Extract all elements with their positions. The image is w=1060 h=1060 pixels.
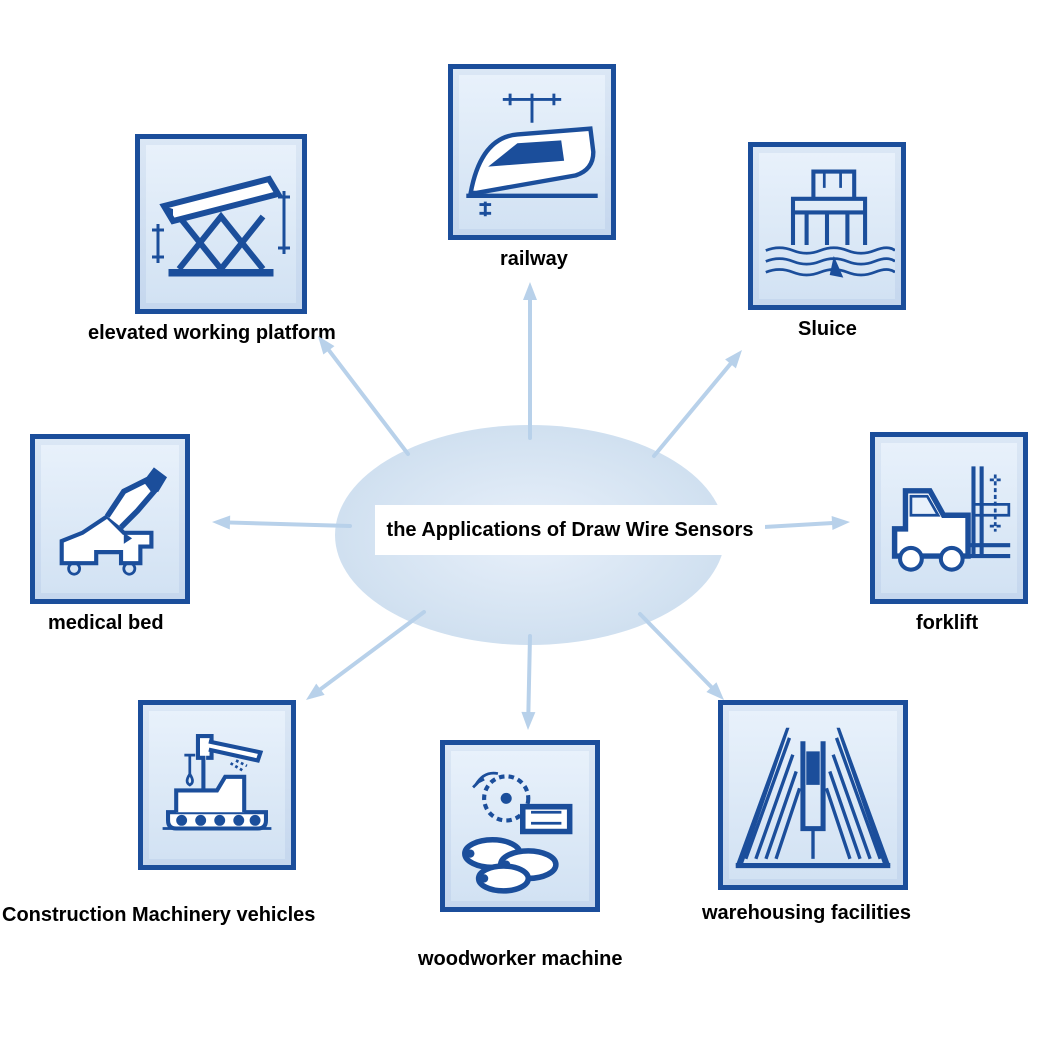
construction-icon (149, 711, 285, 859)
center-label-box: the Applications of Draw Wire Sensors (375, 505, 765, 555)
forklift-icon (881, 443, 1017, 593)
warehousing-icon (729, 711, 897, 879)
warehousing-label: warehousing facilities (702, 902, 911, 925)
elevated-icon (146, 145, 296, 303)
forklift-label: forklift (916, 612, 978, 635)
sluice-label: Sluice (798, 318, 857, 341)
center-title: the Applications of Draw Wire Sensors (387, 519, 754, 542)
sluice-icon (759, 153, 895, 299)
woodworker-icon (451, 751, 589, 901)
medical-icon (41, 445, 179, 593)
diagram-canvas: { "type": "infographic", "canvas": { "wi… (0, 0, 1060, 1060)
construction-label: Construction Machinery vehicles (2, 904, 315, 927)
elevated-label: elevated working platform (88, 322, 336, 345)
medical-label: medical bed (48, 612, 164, 635)
railway-label: railway (500, 248, 568, 271)
woodworker-label: woodworker machine (418, 948, 623, 971)
railway-icon (459, 75, 605, 229)
